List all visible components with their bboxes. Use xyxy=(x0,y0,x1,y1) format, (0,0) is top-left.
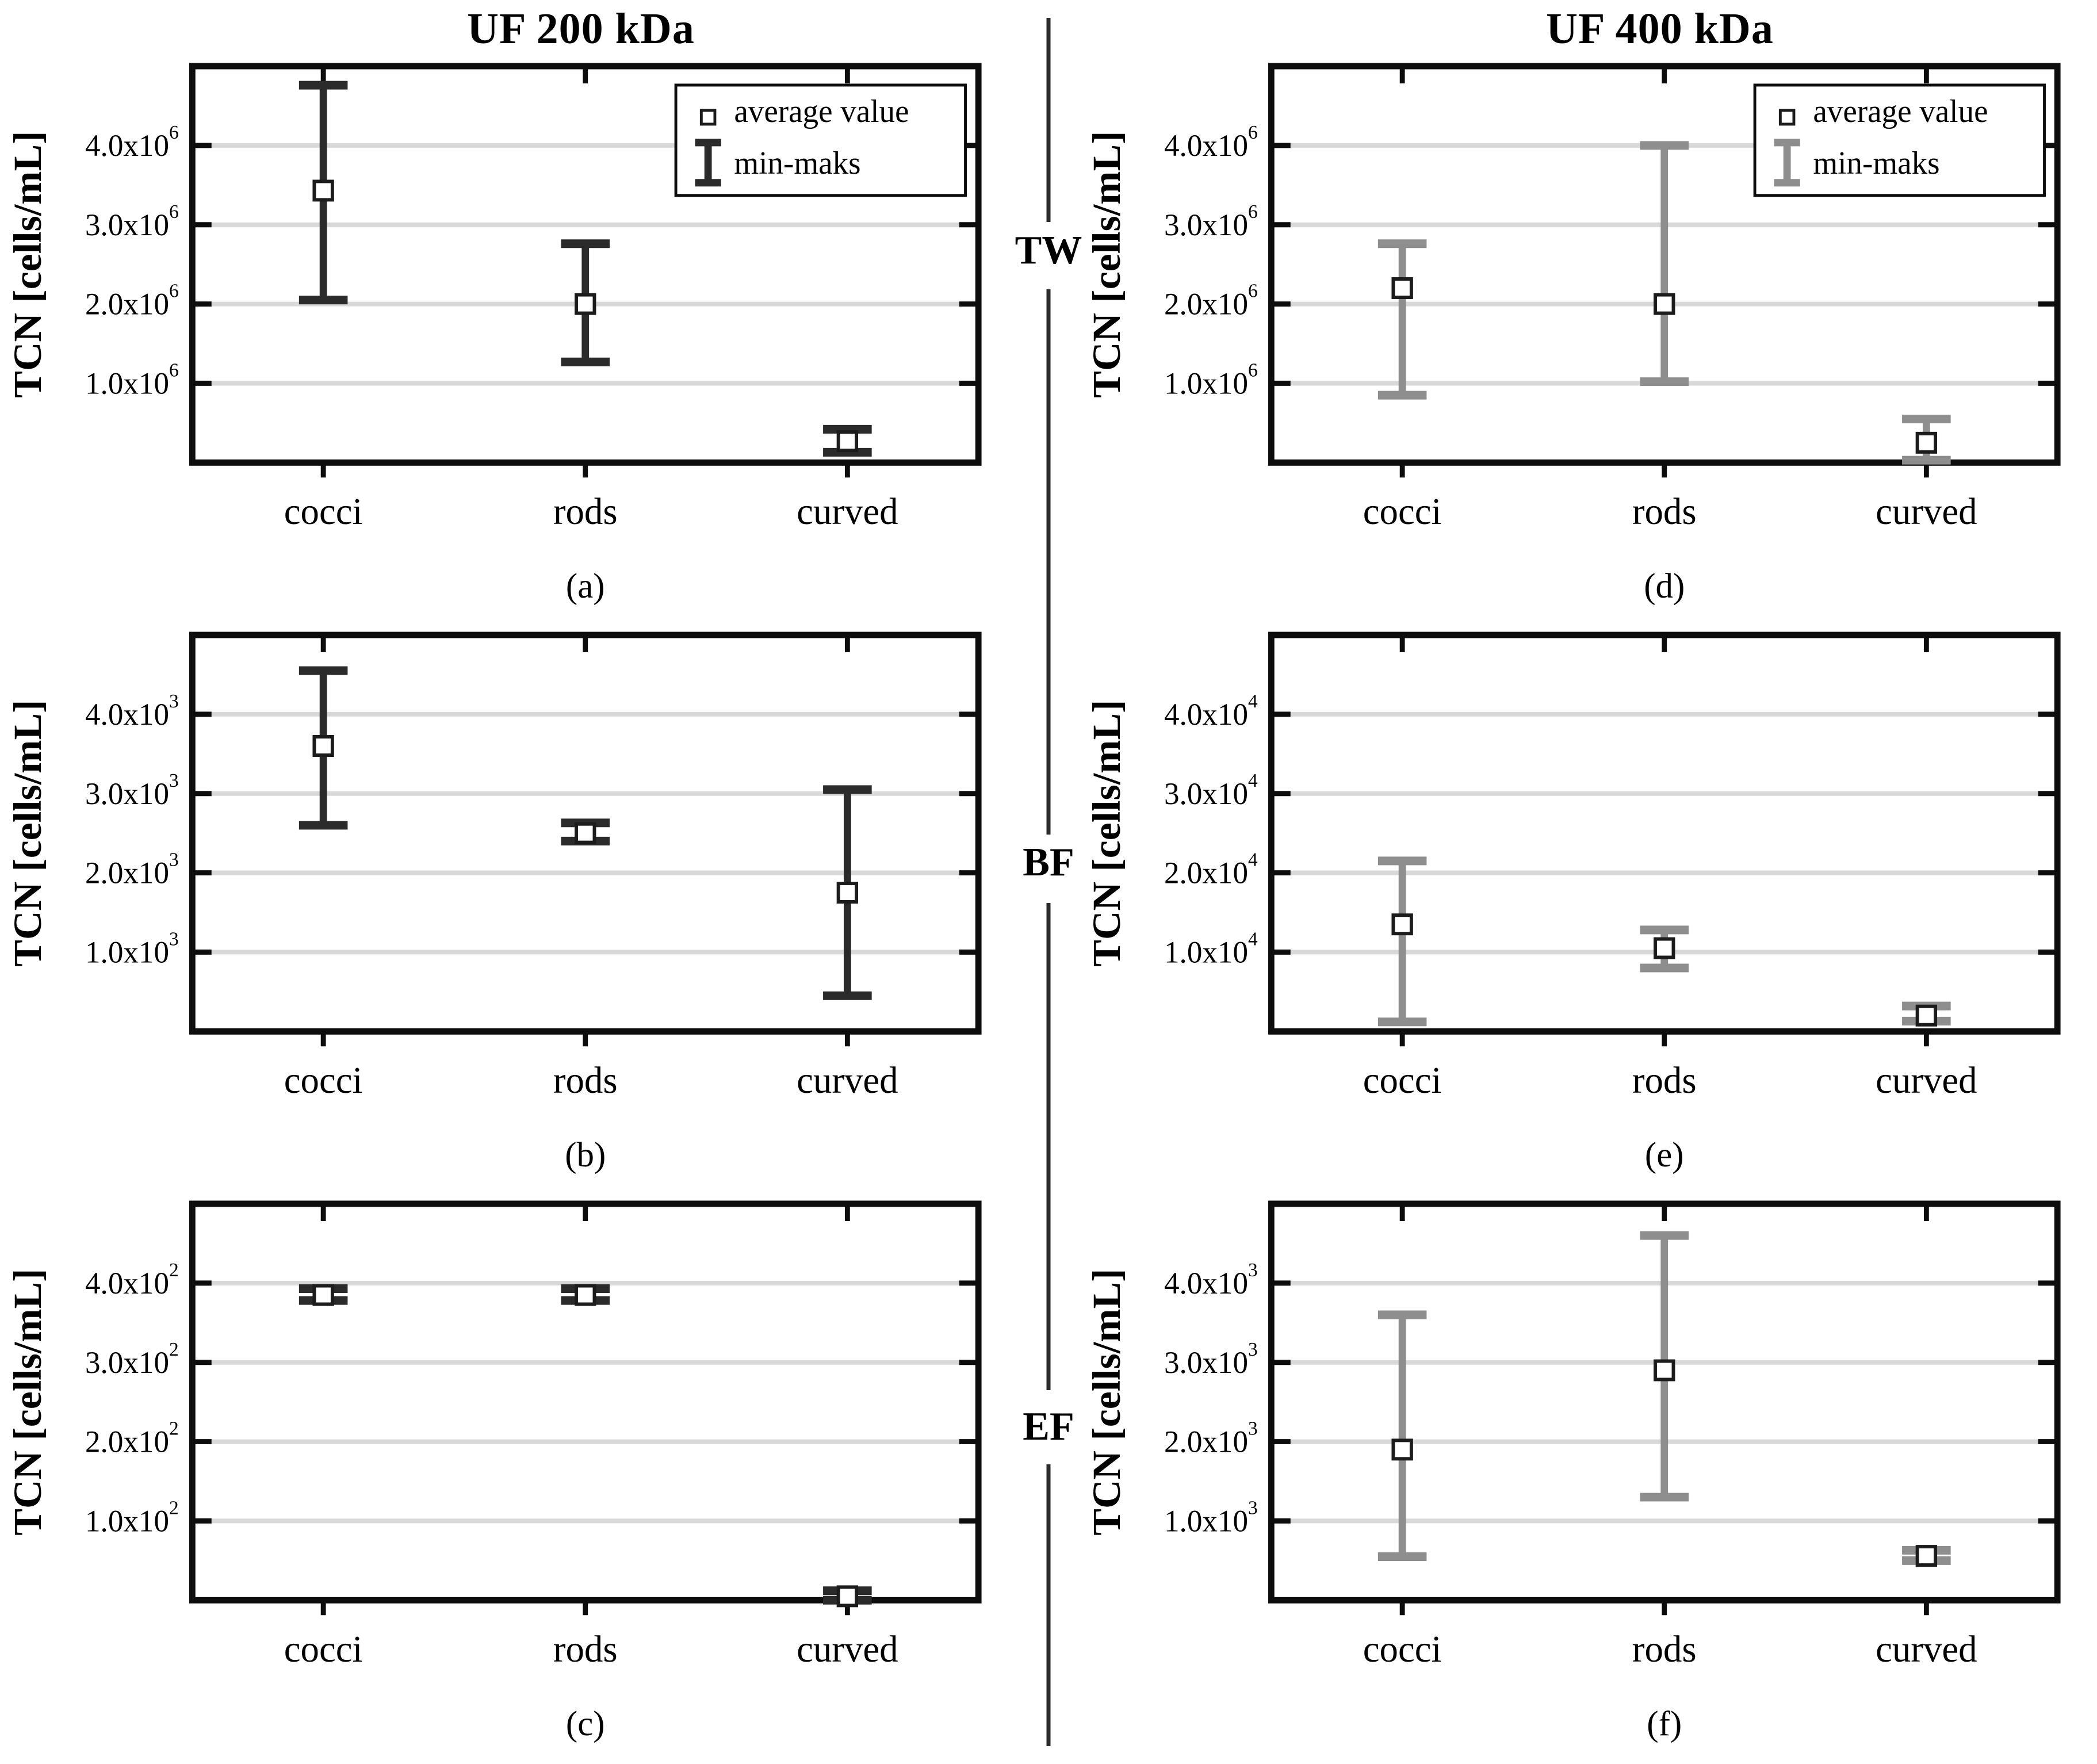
svg-text:4.0x106: 4.0x106 xyxy=(1164,121,1258,163)
panel-c-ef-uf200: 1.0x102 2.0x102 3.0x102 4.0x102 TCN [cells/m… xyxy=(0,1195,1018,1764)
svg-text:1.0x104: 1.0x104 xyxy=(1164,928,1258,970)
column-title-uf-400: UF 400 kDa xyxy=(1546,4,1774,53)
svg-text:2.0x103: 2.0x103 xyxy=(1164,1418,1258,1459)
svg-text:min-maks: min-maks xyxy=(1813,146,1939,181)
svg-text:2.0x103: 2.0x103 xyxy=(85,849,179,890)
errorbar-chart-b: 1.0x103 2.0x103 3.0x103 4.0x103 TCN [cells/m… xyxy=(6,632,982,1175)
svg-text:(d): (d) xyxy=(1644,567,1685,606)
svg-text:curved: curved xyxy=(797,1629,898,1671)
svg-text:curved: curved xyxy=(797,1060,898,1102)
svg-text:cocci: cocci xyxy=(1363,1060,1442,1102)
svg-text:1.0x106: 1.0x106 xyxy=(85,359,179,401)
errorbar-chart-d: 1.0x106 2.0x106 3.0x106 4.0x106 TCN [cells/m… xyxy=(1085,63,2061,606)
svg-text:(b): (b) xyxy=(565,1135,606,1175)
svg-text:rods: rods xyxy=(1632,1060,1697,1102)
svg-text:curved: curved xyxy=(797,491,898,533)
errorbar-chart-a: 1.0x106 2.0x106 3.0x106 4.0x106 TCN [cells/m… xyxy=(6,63,982,606)
svg-text:rods: rods xyxy=(1632,1629,1697,1671)
svg-text:3.0x103: 3.0x103 xyxy=(85,770,179,811)
svg-text:2.0x106: 2.0x106 xyxy=(85,280,179,322)
panel-d-tw-uf400: 1.0x106 2.0x106 3.0x106 4.0x106 TCN [cells/m… xyxy=(1079,58,2097,626)
divider-line-segment xyxy=(1046,17,1051,223)
panel-f-ef-uf400: 1.0x103 2.0x103 3.0x103 4.0x103 TCN [cells/m… xyxy=(1079,1195,2097,1764)
column-uf-200: UF 200 kDa 1.0x106 2.0x106 3.0x106 4.0x106 T… xyxy=(0,0,1018,1764)
svg-text:4.0x104: 4.0x104 xyxy=(1164,690,1258,732)
svg-text:TCN [cells/mL]: TCN [cells/mL] xyxy=(6,700,49,967)
svg-text:cocci: cocci xyxy=(284,1060,363,1102)
svg-text:cocci: cocci xyxy=(284,491,363,533)
svg-text:rods: rods xyxy=(553,1060,618,1102)
svg-text:4.0x103: 4.0x103 xyxy=(1164,1259,1258,1300)
svg-text:4.0x106: 4.0x106 xyxy=(85,121,179,163)
svg-text:3.0x106: 3.0x106 xyxy=(1164,201,1258,242)
svg-text:rods: rods xyxy=(553,491,618,533)
svg-text:TCN [cells/mL]: TCN [cells/mL] xyxy=(1085,1269,1128,1536)
svg-text:1.0x103: 1.0x103 xyxy=(1164,1497,1258,1539)
svg-text:2.0x106: 2.0x106 xyxy=(1164,280,1258,322)
panel-e-bf-uf400: 1.0x104 2.0x104 3.0x104 4.0x104 TCN [cells/m… xyxy=(1079,626,2097,1195)
svg-text:(c): (c) xyxy=(566,1704,605,1744)
row-label-bf: BF xyxy=(1023,840,1074,885)
svg-text:4.0x102: 4.0x102 xyxy=(85,1259,179,1300)
svg-text:1.0x102: 1.0x102 xyxy=(85,1497,179,1539)
svg-text:cocci: cocci xyxy=(1363,1629,1442,1671)
errorbar-chart-c: 1.0x102 2.0x102 3.0x102 4.0x102 TCN [cells/m… xyxy=(6,1200,982,1744)
panel-a-tw-uf200: 1.0x106 2.0x106 3.0x106 4.0x106 TCN [cells/m… xyxy=(0,58,1018,626)
svg-text:cocci: cocci xyxy=(284,1629,363,1671)
row-divider: TW BF EF xyxy=(1015,0,1082,1764)
svg-text:curved: curved xyxy=(1876,1629,1977,1671)
svg-text:3.0x104: 3.0x104 xyxy=(1164,770,1258,811)
svg-text:3.0x103: 3.0x103 xyxy=(1164,1338,1258,1380)
svg-text:4.0x103: 4.0x103 xyxy=(85,690,179,732)
svg-text:average value: average value xyxy=(1813,94,1988,129)
divider-line-segment xyxy=(1046,289,1051,835)
svg-text:cocci: cocci xyxy=(1363,491,1442,533)
svg-text:average value: average value xyxy=(734,94,909,129)
svg-text:TCN [cells/mL]: TCN [cells/mL] xyxy=(6,131,49,398)
svg-text:3.0x106: 3.0x106 xyxy=(85,201,179,242)
panel-b-bf-uf200: 1.0x103 2.0x103 3.0x103 4.0x103 TCN [cells/m… xyxy=(0,626,1018,1195)
svg-text:TCN [cells/mL]: TCN [cells/mL] xyxy=(1085,700,1128,967)
svg-text:rods: rods xyxy=(553,1629,618,1671)
svg-text:3.0x102: 3.0x102 xyxy=(85,1338,179,1380)
column-title-uf-200: UF 200 kDa xyxy=(467,4,695,53)
errorbar-chart-e: 1.0x104 2.0x104 3.0x104 4.0x104 TCN [cells/m… xyxy=(1085,632,2061,1175)
divider-line-segment xyxy=(1046,1464,1051,1747)
svg-text:min-maks: min-maks xyxy=(734,146,860,181)
svg-text:(e): (e) xyxy=(1645,1135,1684,1175)
svg-text:2.0x104: 2.0x104 xyxy=(1164,849,1258,890)
svg-text:curved: curved xyxy=(1876,491,1977,533)
row-label-ef: EF xyxy=(1023,1405,1074,1449)
svg-text:1.0x103: 1.0x103 xyxy=(85,928,179,970)
svg-text:TCN [cells/mL]: TCN [cells/mL] xyxy=(1085,131,1128,398)
errorbar-chart-f: 1.0x103 2.0x103 3.0x103 4.0x103 TCN [cells/m… xyxy=(1085,1200,2061,1744)
svg-text:1.0x106: 1.0x106 xyxy=(1164,359,1258,401)
svg-text:2.0x102: 2.0x102 xyxy=(85,1418,179,1459)
svg-text:curved: curved xyxy=(1876,1060,1977,1102)
svg-text:rods: rods xyxy=(1632,491,1697,533)
svg-text:(f): (f) xyxy=(1647,1704,1682,1744)
svg-text:TCN [cells/mL]: TCN [cells/mL] xyxy=(6,1269,49,1536)
svg-text:(a): (a) xyxy=(566,567,605,606)
divider-line-segment xyxy=(1046,903,1051,1390)
column-uf-400: UF 400 kDa 1.0x106 2.0x106 3.0x106 4.0x106 T… xyxy=(1079,0,2097,1764)
row-label-tw: TW xyxy=(1015,228,1082,273)
